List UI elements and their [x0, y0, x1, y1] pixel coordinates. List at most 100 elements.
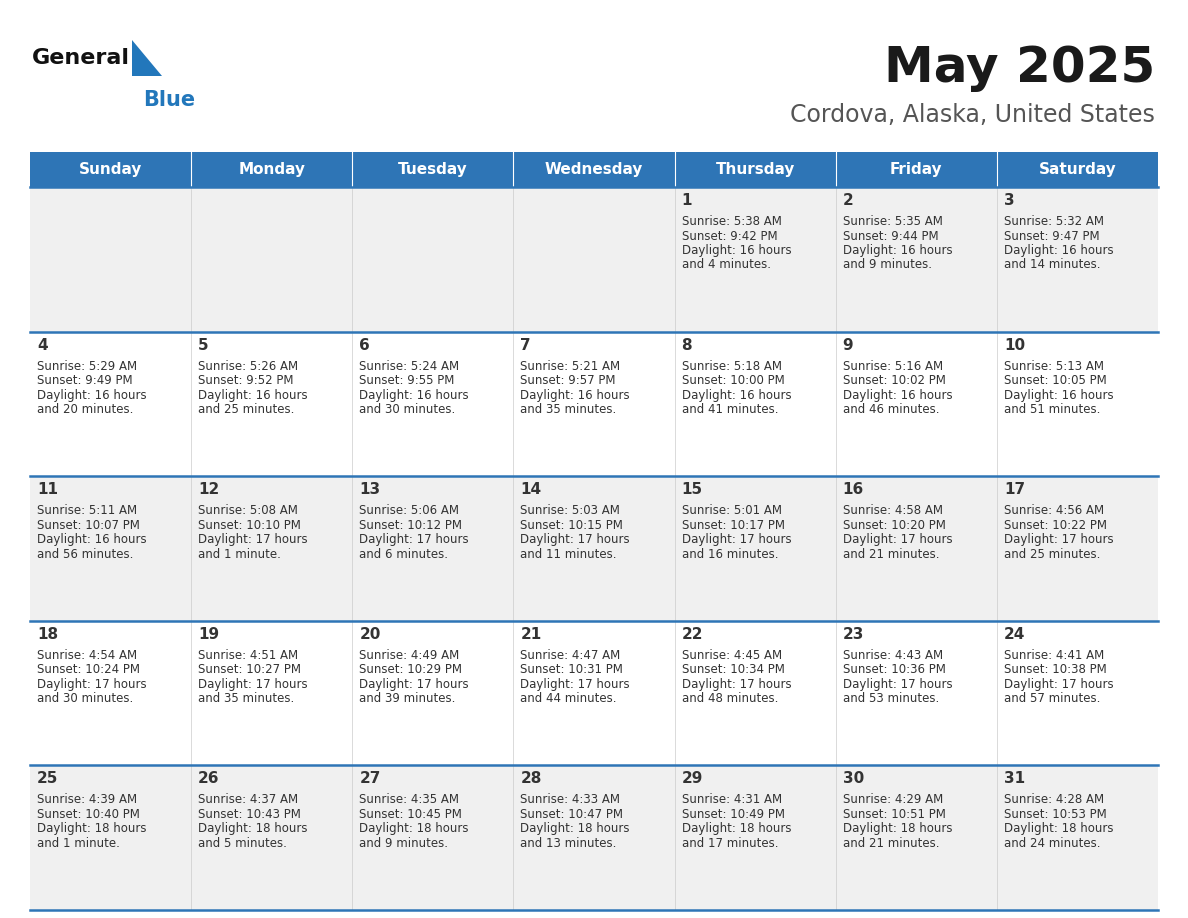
Text: 9: 9: [842, 338, 853, 353]
Text: Sunrise: 4:35 AM: Sunrise: 4:35 AM: [359, 793, 460, 806]
Text: Daylight: 18 hours: Daylight: 18 hours: [198, 823, 308, 835]
Text: Sunrise: 4:49 AM: Sunrise: 4:49 AM: [359, 649, 460, 662]
Text: Sunrise: 5:13 AM: Sunrise: 5:13 AM: [1004, 360, 1104, 373]
Text: Sunset: 10:24 PM: Sunset: 10:24 PM: [37, 664, 140, 677]
Text: Sunset: 10:12 PM: Sunset: 10:12 PM: [359, 519, 462, 532]
Text: 26: 26: [198, 771, 220, 787]
Text: 20: 20: [359, 627, 380, 642]
Bar: [835, 152, 997, 187]
Text: Sunrise: 4:28 AM: Sunrise: 4:28 AM: [1004, 793, 1104, 806]
Text: Sunrise: 5:35 AM: Sunrise: 5:35 AM: [842, 215, 942, 228]
Text: and 30 minutes.: and 30 minutes.: [37, 692, 133, 705]
Text: Sunset: 10:40 PM: Sunset: 10:40 PM: [37, 808, 140, 821]
Text: Sunrise: 5:29 AM: Sunrise: 5:29 AM: [37, 360, 137, 373]
Text: Daylight: 18 hours: Daylight: 18 hours: [359, 823, 469, 835]
Text: Sunset: 10:49 PM: Sunset: 10:49 PM: [682, 808, 784, 821]
Text: Sunrise: 4:31 AM: Sunrise: 4:31 AM: [682, 793, 782, 806]
Text: Sunrise: 4:56 AM: Sunrise: 4:56 AM: [1004, 504, 1104, 517]
Text: Sunset: 10:47 PM: Sunset: 10:47 PM: [520, 808, 624, 821]
Bar: [513, 152, 675, 187]
Text: Daylight: 17 hours: Daylight: 17 hours: [520, 677, 630, 691]
Text: Sunset: 10:15 PM: Sunset: 10:15 PM: [520, 519, 624, 532]
Text: Sunset: 10:22 PM: Sunset: 10:22 PM: [1004, 519, 1107, 532]
Text: Sunset: 10:53 PM: Sunset: 10:53 PM: [1004, 808, 1106, 821]
Bar: [997, 766, 1158, 910]
Text: and 11 minutes.: and 11 minutes.: [520, 548, 617, 561]
Text: 17: 17: [1004, 482, 1025, 498]
Text: Sunset: 9:47 PM: Sunset: 9:47 PM: [1004, 230, 1099, 242]
Text: Sunset: 10:05 PM: Sunset: 10:05 PM: [1004, 375, 1106, 387]
Text: 27: 27: [359, 771, 380, 787]
Bar: [675, 331, 835, 476]
Text: Sunset: 9:49 PM: Sunset: 9:49 PM: [37, 375, 133, 387]
Bar: [191, 331, 353, 476]
Text: and 14 minutes.: and 14 minutes.: [1004, 259, 1100, 272]
Bar: [353, 152, 513, 187]
Text: Sunset: 9:55 PM: Sunset: 9:55 PM: [359, 375, 455, 387]
Text: Sunrise: 4:37 AM: Sunrise: 4:37 AM: [198, 793, 298, 806]
Text: Daylight: 16 hours: Daylight: 16 hours: [37, 533, 146, 546]
Text: and 41 minutes.: and 41 minutes.: [682, 403, 778, 416]
Bar: [353, 621, 513, 766]
Text: Daylight: 16 hours: Daylight: 16 hours: [359, 388, 469, 401]
Text: Sunset: 10:43 PM: Sunset: 10:43 PM: [198, 808, 301, 821]
Text: and 24 minutes.: and 24 minutes.: [1004, 837, 1100, 850]
Text: 23: 23: [842, 627, 864, 642]
Text: and 25 minutes.: and 25 minutes.: [198, 403, 295, 416]
Text: 11: 11: [37, 482, 58, 498]
Text: and 44 minutes.: and 44 minutes.: [520, 692, 617, 705]
Bar: [997, 152, 1158, 187]
Text: Daylight: 18 hours: Daylight: 18 hours: [682, 823, 791, 835]
Text: and 9 minutes.: and 9 minutes.: [359, 837, 448, 850]
Text: 1: 1: [682, 193, 693, 208]
Text: Daylight: 17 hours: Daylight: 17 hours: [1004, 677, 1113, 691]
Text: and 9 minutes.: and 9 minutes.: [842, 259, 931, 272]
Text: Sunrise: 5:26 AM: Sunrise: 5:26 AM: [198, 360, 298, 373]
Text: General: General: [32, 48, 129, 68]
Text: Friday: Friday: [890, 162, 942, 177]
Text: and 51 minutes.: and 51 minutes.: [1004, 403, 1100, 416]
Bar: [997, 476, 1158, 621]
Text: 28: 28: [520, 771, 542, 787]
Text: 19: 19: [198, 627, 220, 642]
Text: Sunrise: 4:39 AM: Sunrise: 4:39 AM: [37, 793, 137, 806]
Text: and 53 minutes.: and 53 minutes.: [842, 692, 939, 705]
Text: Daylight: 17 hours: Daylight: 17 hours: [37, 677, 146, 691]
Text: Sunrise: 4:58 AM: Sunrise: 4:58 AM: [842, 504, 943, 517]
Text: 2: 2: [842, 193, 853, 208]
Text: Daylight: 16 hours: Daylight: 16 hours: [1004, 244, 1113, 257]
Text: Daylight: 18 hours: Daylight: 18 hours: [842, 823, 953, 835]
Text: Daylight: 17 hours: Daylight: 17 hours: [520, 533, 630, 546]
Bar: [191, 766, 353, 910]
Text: and 13 minutes.: and 13 minutes.: [520, 837, 617, 850]
Text: 8: 8: [682, 338, 693, 353]
Bar: [513, 766, 675, 910]
Text: 12: 12: [198, 482, 220, 498]
Text: and 35 minutes.: and 35 minutes.: [520, 403, 617, 416]
Bar: [30, 187, 191, 331]
Text: Sunrise: 5:38 AM: Sunrise: 5:38 AM: [682, 215, 782, 228]
Text: Daylight: 18 hours: Daylight: 18 hours: [37, 823, 146, 835]
Text: and 48 minutes.: and 48 minutes.: [682, 692, 778, 705]
Text: and 5 minutes.: and 5 minutes.: [198, 837, 287, 850]
Bar: [30, 621, 191, 766]
Bar: [835, 476, 997, 621]
Text: Sunset: 10:20 PM: Sunset: 10:20 PM: [842, 519, 946, 532]
Bar: [30, 152, 191, 187]
Text: 31: 31: [1004, 771, 1025, 787]
Bar: [30, 476, 191, 621]
Text: Sunrise: 4:47 AM: Sunrise: 4:47 AM: [520, 649, 620, 662]
Bar: [191, 621, 353, 766]
Text: Sunset: 10:29 PM: Sunset: 10:29 PM: [359, 664, 462, 677]
Bar: [353, 187, 513, 331]
Text: Sunrise: 5:21 AM: Sunrise: 5:21 AM: [520, 360, 620, 373]
Text: Sunset: 10:45 PM: Sunset: 10:45 PM: [359, 808, 462, 821]
Text: Sunset: 10:10 PM: Sunset: 10:10 PM: [198, 519, 301, 532]
Bar: [675, 152, 835, 187]
Text: 13: 13: [359, 482, 380, 498]
Text: Daylight: 16 hours: Daylight: 16 hours: [842, 388, 953, 401]
Text: 6: 6: [359, 338, 369, 353]
Text: Sunset: 10:34 PM: Sunset: 10:34 PM: [682, 664, 784, 677]
Text: Sunset: 10:31 PM: Sunset: 10:31 PM: [520, 664, 624, 677]
Text: Sunrise: 4:41 AM: Sunrise: 4:41 AM: [1004, 649, 1104, 662]
